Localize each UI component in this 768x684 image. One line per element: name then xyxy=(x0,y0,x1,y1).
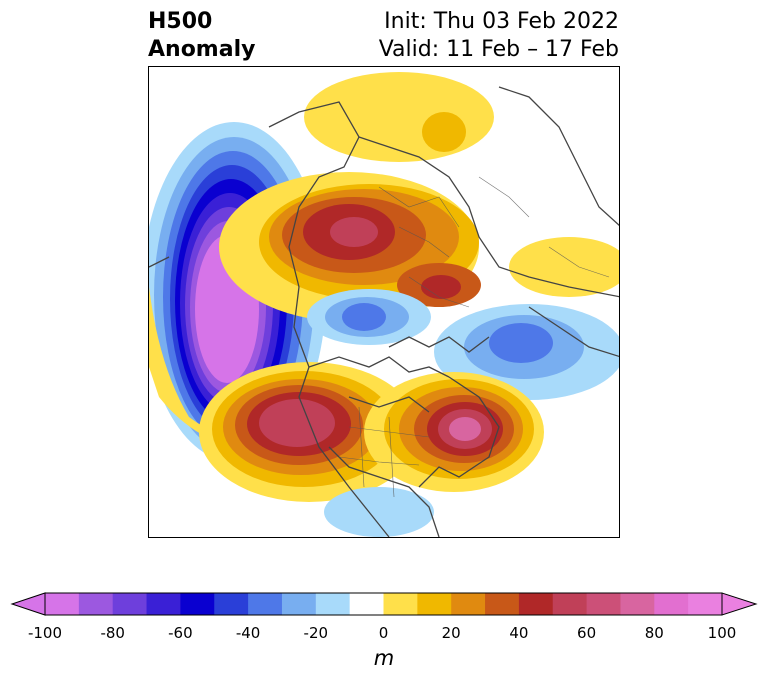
colorbar-tick-label: -60 xyxy=(168,624,193,642)
colorbar-swatch xyxy=(451,593,486,615)
colorbar-swatch xyxy=(214,593,249,615)
colorbar-swatch xyxy=(383,593,418,615)
colorbar-swatch xyxy=(146,593,181,615)
colorbar-tick-label: 60 xyxy=(577,624,597,642)
colorbar-tick-label: -100 xyxy=(27,624,63,642)
colorbar-min-extend xyxy=(10,592,46,616)
colorbar-swatch xyxy=(281,593,317,615)
colorbar-swatch xyxy=(552,593,588,615)
colorbar-tick-label: -20 xyxy=(303,624,329,642)
colorbar-swatch xyxy=(654,593,689,615)
colorbar-swatch xyxy=(688,593,723,615)
colorbar-swatch xyxy=(417,593,452,615)
positive-band-west xyxy=(149,287,269,452)
colorbar xyxy=(10,592,758,616)
colorbar-max-extend xyxy=(721,592,758,616)
title-line-2: Anomaly xyxy=(148,37,256,62)
colorbar-swatch xyxy=(586,593,621,615)
map-dates: Init: Thu 03 Feb 2022 Valid: 11 Feb – 17… xyxy=(379,8,619,64)
colorbar-tick-label: -80 xyxy=(100,624,125,642)
colorbar-tick-label: 40 xyxy=(509,624,529,642)
colorbar-swatch xyxy=(315,593,351,615)
negative-anomaly-south-us xyxy=(324,487,434,537)
map-panel xyxy=(148,66,620,538)
positive-anomaly-west-na xyxy=(199,362,419,502)
country-borders xyxy=(338,176,610,498)
colorbar-swatch xyxy=(45,593,80,615)
colorbar-tick-label: 80 xyxy=(644,624,664,642)
colorbar-tick-label: 20 xyxy=(441,624,461,642)
colorbar-swatch xyxy=(349,593,384,615)
valid-range: Valid: 11 Feb – 17 Feb xyxy=(378,37,619,62)
title-line-1: H500 xyxy=(148,9,213,34)
colorbar-swatch xyxy=(620,593,655,615)
colorbar-tick-label: 100 xyxy=(707,624,737,642)
colorbar-swatch xyxy=(180,593,215,615)
coastlines xyxy=(149,86,619,537)
colorbar-unit-label: m xyxy=(373,646,395,670)
anomaly-map xyxy=(149,72,619,537)
colorbar-swatch xyxy=(78,593,114,615)
colorbar-swatch xyxy=(112,593,148,615)
init-date: Init: Thu 03 Feb 2022 xyxy=(384,9,619,34)
colorbar-swatch xyxy=(485,593,520,615)
colorbar-tick-label: -40 xyxy=(235,624,261,642)
map-title: H500 Anomaly xyxy=(148,8,255,64)
colorbar-swatch xyxy=(248,593,283,615)
colorbar-tick-label: 0 xyxy=(378,624,389,642)
positive-anomaly-siberia xyxy=(219,72,619,322)
colorbar-outline xyxy=(44,592,723,616)
negative-anomaly-arctic xyxy=(307,289,431,345)
colorbar-swatch xyxy=(518,593,554,615)
